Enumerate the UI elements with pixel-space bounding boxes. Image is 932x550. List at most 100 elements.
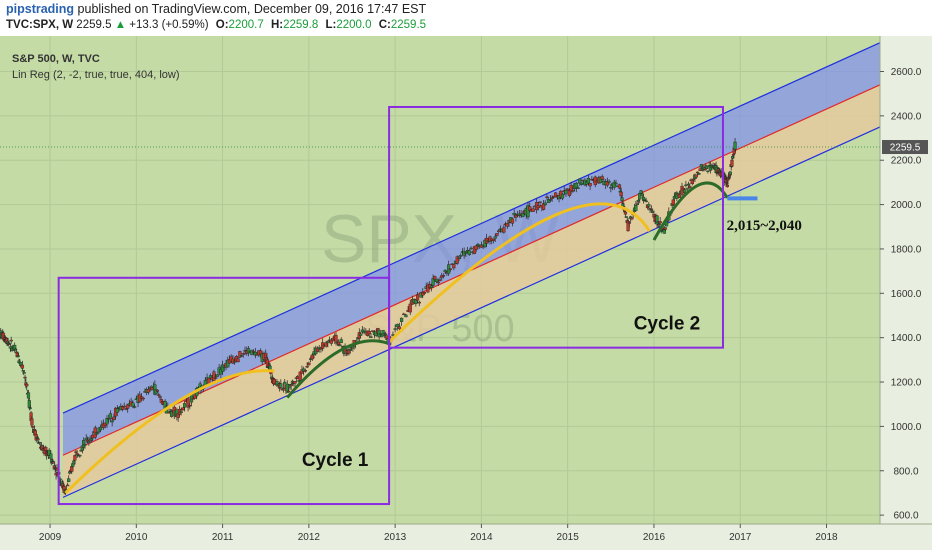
candle-body: [455, 256, 459, 264]
candle-body: [706, 170, 710, 172]
author-link[interactable]: pipstrading: [6, 2, 75, 16]
candle-body: [731, 154, 736, 156]
candle-body: [560, 193, 565, 199]
up-arrow-icon: ▲: [114, 19, 127, 31]
candle-body: [108, 413, 113, 419]
candle-body: [630, 217, 634, 220]
candle-body: [158, 396, 162, 398]
candle-body: [441, 275, 446, 277]
candle-body: [238, 351, 242, 358]
candle-body: [155, 389, 160, 392]
candle-body: [367, 330, 371, 335]
candle-body: [348, 349, 352, 351]
candle-body: [495, 233, 499, 236]
candle-body: [554, 192, 558, 198]
x-tick-label: 2009: [39, 532, 62, 543]
candle-body: [338, 344, 342, 347]
candle-body: [586, 178, 590, 184]
candle-body: [326, 341, 330, 344]
cycle-arcs: [64, 181, 729, 495]
candle-body: [380, 334, 384, 338]
candle-body: [443, 270, 447, 273]
candle-body: [627, 222, 631, 224]
candle-body: [146, 389, 150, 393]
candle-body: [541, 203, 546, 210]
candle-body: [13, 344, 17, 351]
close-value: 2259.5: [390, 19, 427, 31]
candle-body: [623, 211, 628, 215]
annotations: 2,015~2,040: [727, 196, 802, 234]
candle-body: [212, 371, 216, 381]
candle-body: [647, 204, 651, 207]
candle-body: [31, 426, 35, 428]
candle-body: [448, 268, 452, 271]
x-tick-label: 2013: [384, 532, 407, 543]
candle-body: [600, 176, 604, 180]
candle-body: [393, 328, 397, 330]
candle-body: [241, 353, 245, 355]
regression-lower-line: [62, 126, 881, 498]
candle-body: [725, 184, 729, 188]
low-value: 2200.0: [336, 19, 372, 31]
candle-body: [371, 330, 375, 332]
cycle-label: Cycle 1: [302, 450, 369, 471]
candle-body: [564, 190, 568, 195]
candle-body: [183, 403, 187, 408]
candle-body: [655, 215, 659, 225]
candle-body: [474, 245, 478, 250]
candle-body: [550, 197, 554, 199]
candle-body: [688, 185, 692, 188]
y-tick-label: 2200.0: [891, 156, 922, 167]
candle-body: [512, 213, 516, 216]
candle-body: [682, 189, 687, 193]
candle-body: [662, 229, 666, 234]
candle-body: [179, 411, 183, 413]
candle-body: [246, 348, 251, 354]
candle-body: [112, 416, 116, 420]
candle-body: [505, 223, 509, 227]
candle-body: [514, 215, 518, 218]
ohlc-line: TVC:SPX, W 2259.5 ▲ +13.3 (+0.59%) O:220…: [6, 19, 426, 31]
candle-body: [220, 364, 225, 372]
candle-body: [286, 390, 291, 393]
indicator-label: Lin Reg (2, -2, true, true, 404, low): [12, 69, 180, 81]
candle-body: [614, 182, 618, 185]
candle-body: [476, 243, 480, 246]
x-tick-label: 2011: [212, 532, 234, 543]
y-tick-label: 1600.0: [891, 289, 922, 300]
regression-upper-line: [62, 42, 881, 414]
candle-body: [497, 230, 501, 232]
cycle-label: Cycle 2: [634, 314, 701, 335]
candle-body: [38, 442, 42, 444]
candle-body: [307, 362, 311, 366]
price-axis[interactable]: 600.0 800.0 1000.0 1200.0 1400.0 1600.0 1800.0…: [879, 36, 932, 550]
candle-body: [431, 278, 435, 286]
candle-body: [548, 199, 553, 201]
last-price: 2259.5: [76, 19, 112, 31]
candle-body: [115, 408, 119, 413]
x-tick-label: 2014: [470, 532, 493, 543]
candle-body: [579, 182, 584, 185]
candle-body: [22, 372, 26, 374]
candle-body: [731, 156, 735, 159]
candle-body: [188, 405, 192, 407]
candle-body: [78, 454, 82, 457]
high-label: H:: [270, 19, 284, 31]
y-tick-label: 1400.0: [891, 333, 922, 344]
candle-body: [434, 278, 439, 282]
candle-body: [607, 180, 611, 183]
candle-body: [96, 432, 100, 434]
candle-body: [574, 182, 578, 189]
candle-body: [303, 370, 308, 372]
candle-body: [671, 199, 675, 206]
candle-body: [384, 333, 388, 336]
candle-body: [612, 181, 616, 188]
cycle-box: [388, 105, 724, 349]
candle-body: [531, 208, 535, 212]
high-value: 2259.8: [283, 19, 319, 31]
time-axis[interactable]: 2009 2010 2011 2012 2013 2014 2015 2016 2017 2018: [0, 523, 932, 550]
candle-body: [491, 238, 496, 241]
cycle-arc: [286, 339, 392, 399]
candle-body: [75, 453, 79, 455]
